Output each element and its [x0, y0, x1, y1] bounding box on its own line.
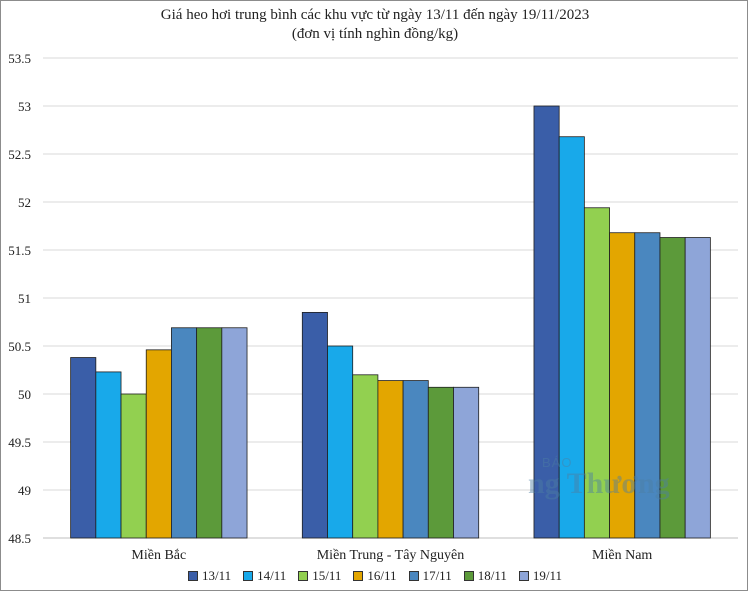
chart-title: Giá heo hơi trung bình các khu vực từ ng…: [160, 7, 590, 23]
bar: [402, 380, 429, 539]
y-tick-label: 53: [18, 99, 31, 114]
bar: [453, 386, 480, 539]
legend-swatch: [298, 571, 309, 581]
chart-subtitle: (đơn vị tính nghìn đồng/kg): [291, 26, 459, 42]
legend-item: 14/11: [243, 568, 286, 584]
x-category-label: Miền Trung - Tây Nguyên: [317, 548, 465, 563]
bar: [609, 232, 636, 539]
legend-swatch: [518, 571, 529, 581]
legend-label: 18/11: [477, 568, 507, 583]
bar: [583, 207, 610, 539]
legend-label: 14/11: [257, 568, 287, 583]
y-tick-label: 48.5: [8, 531, 31, 546]
bar: [684, 237, 711, 539]
bar: [171, 327, 198, 539]
legend-label: 15/11: [312, 568, 342, 583]
bar: [70, 357, 97, 539]
y-tick-label: 50: [18, 387, 31, 402]
y-tick-label: 50.5: [8, 339, 31, 354]
legend-swatch: [353, 571, 364, 581]
legend-swatch: [463, 571, 474, 581]
bar: [327, 345, 354, 539]
y-tick-label: 51: [18, 291, 31, 306]
bar: [120, 393, 147, 539]
legend: 13/11 14/11 15/11 16/11 17/11 18/11 19/11: [0, 568, 750, 584]
legend-swatch: [408, 571, 419, 581]
legend-item: 13/11: [188, 568, 231, 584]
bar: [95, 371, 122, 539]
y-tick-label: 53.5: [8, 51, 31, 66]
bar: [558, 136, 585, 539]
y-tick-label: 52: [18, 195, 31, 210]
y-tick-label: 52.5: [8, 147, 31, 162]
bar: [659, 237, 686, 539]
bar: [377, 380, 404, 539]
bar: [301, 311, 328, 539]
legend-item: 16/11: [353, 568, 397, 584]
legend-swatch: [188, 571, 198, 581]
legend-item: 15/11: [298, 568, 341, 584]
bar: [145, 349, 172, 539]
y-tick-label: 51.5: [8, 243, 31, 258]
legend-label: 13/11: [202, 568, 232, 583]
legend-label: 16/11: [367, 568, 397, 583]
legend-label: 19/11: [532, 568, 562, 583]
legend-label: 17/11: [422, 568, 452, 583]
bar: [533, 105, 560, 539]
x-category-label: Miền Bắc: [131, 548, 186, 563]
bar: [352, 374, 379, 539]
bar: [634, 232, 661, 539]
bar: [196, 327, 223, 539]
x-category-label: Miền Nam: [592, 548, 652, 563]
legend-item: 17/11: [408, 568, 452, 584]
y-tick-label: 49.5: [8, 435, 31, 450]
bar: [427, 386, 454, 539]
bar: [221, 327, 248, 539]
y-tick-label: 49: [18, 483, 31, 498]
legend-swatch: [243, 571, 254, 581]
legend-item: 18/11: [463, 568, 507, 584]
legend-item: 19/11: [518, 568, 562, 584]
